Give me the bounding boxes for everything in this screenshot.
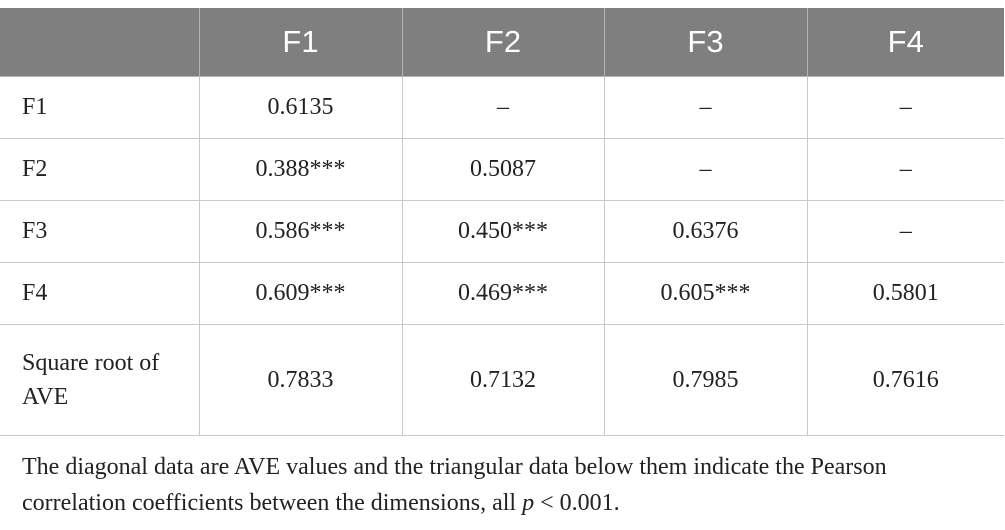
table-cell: 0.6376 <box>604 200 808 263</box>
table-row: F3 0.586*** 0.450*** 0.6376 – <box>0 200 1004 263</box>
table-cell: 0.7132 <box>402 324 605 436</box>
footnote-text: The diagonal data are AVE values and the… <box>22 454 887 516</box>
table-row: F1 0.6135 – – – <box>0 76 1004 139</box>
footnote-p-symbol: p <box>522 490 535 516</box>
table-cell: – <box>807 200 1004 263</box>
table-cell: 0.5087 <box>402 138 605 201</box>
table-row: F4 0.609*** 0.469*** 0.605*** 0.5801 <box>0 262 1004 325</box>
table-cell: – <box>604 138 808 201</box>
footnote-p-value: < 0.001. <box>534 490 620 516</box>
table-cell: – <box>402 76 605 139</box>
header-row: F1 F2 F3 F4 <box>0 8 1004 77</box>
table-cell: 0.5801 <box>807 262 1004 325</box>
header-cell-f1: F1 <box>199 8 403 77</box>
table-cell: – <box>807 138 1004 201</box>
header-cell-f3: F3 <box>604 8 808 77</box>
row-label: F4 <box>0 262 200 325</box>
table-cell: 0.469*** <box>402 262 605 325</box>
table-cell: 0.609*** <box>199 262 403 325</box>
row-label: F2 <box>0 138 200 201</box>
table-cell: 0.6135 <box>199 76 403 139</box>
table-cell: – <box>807 76 1004 139</box>
table-cell: 0.7985 <box>604 324 808 436</box>
table-row: Square root of AVE 0.7833 0.7132 0.7985 … <box>0 324 1004 436</box>
row-label: Square root of AVE <box>0 324 200 436</box>
table-footnote: The diagonal data are AVE values and the… <box>22 449 982 521</box>
row-label: F3 <box>0 200 200 263</box>
table-cell: 0.388*** <box>199 138 403 201</box>
header-cell-corner <box>0 8 200 77</box>
table-cell: 0.7616 <box>807 324 1004 436</box>
correlation-table: F1 F2 F3 F4 F1 0.6135 – – – F2 0.388*** … <box>0 8 1004 436</box>
table-row: F2 0.388*** 0.5087 – – <box>0 138 1004 201</box>
table-cell: – <box>604 76 808 139</box>
table-cell: 0.586*** <box>199 200 403 263</box>
table-cell: 0.450*** <box>402 200 605 263</box>
row-label: F1 <box>0 76 200 139</box>
table-cell: 0.7833 <box>199 324 403 436</box>
table-cell: 0.605*** <box>604 262 808 325</box>
header-cell-f4: F4 <box>807 8 1004 77</box>
header-cell-f2: F2 <box>402 8 605 77</box>
table-container: F1 F2 F3 F4 F1 0.6135 – – – F2 0.388*** … <box>0 8 1005 436</box>
